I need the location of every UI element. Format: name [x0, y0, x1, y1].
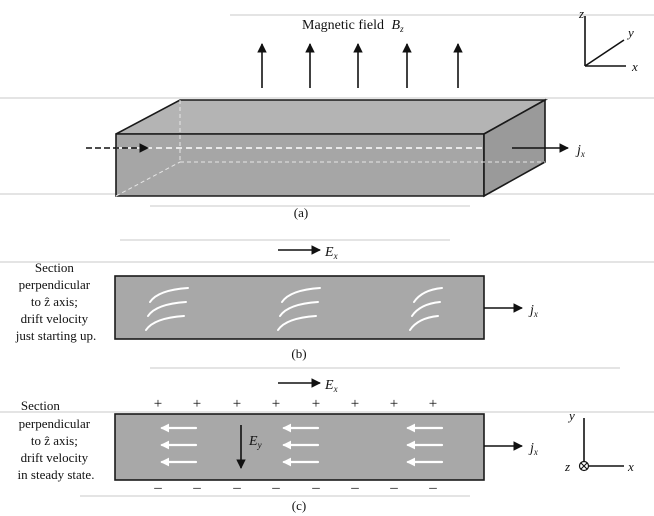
axis-x-label-c: x — [627, 459, 634, 474]
magnetic-field-arrows — [257, 43, 463, 88]
caption-c: (c) — [292, 498, 306, 513]
axis-z-label-c: z — [564, 459, 570, 474]
note-c: Section perpendicular to ẑ axis; drift v… — [18, 398, 95, 482]
minus-charge-5: – — [311, 480, 320, 496]
axis-z-label-a: z — [578, 6, 584, 21]
plus-charge-8: + — [429, 396, 437, 412]
note-b: Section perpendicular to ẑ axis; drift v… — [15, 260, 97, 343]
drift-group-c2 — [282, 423, 320, 467]
section-box-b — [114, 275, 485, 340]
drift-arrows-b — [145, 287, 443, 331]
section-box-c — [114, 413, 485, 481]
drift-group-c3 — [406, 423, 444, 467]
axes-c: y z x — [564, 408, 634, 474]
drift-group-b3 — [409, 287, 443, 331]
axis-y-label-a: y — [626, 25, 634, 40]
minus-charge-2: – — [192, 480, 201, 496]
efield-label-b: Ex — [324, 245, 338, 261]
plus-charge-1: + — [154, 396, 162, 412]
plus-charge-6: + — [351, 396, 359, 412]
drift-arrows-c — [160, 423, 444, 467]
plus-charge-7: + — [390, 396, 398, 412]
axes-a: z y x — [578, 6, 638, 74]
minus-charge-8: – — [428, 480, 437, 496]
minus-charge-1: – — [153, 480, 162, 496]
caption-a: (a) — [294, 205, 308, 220]
ey-label: Ey — [248, 434, 262, 450]
drift-group-b2 — [277, 287, 321, 331]
current-label-b: jx — [528, 303, 538, 319]
conductor-slab — [115, 98, 549, 198]
plus-charges: + + + + + + + + — [154, 396, 437, 412]
minus-charge-3: – — [232, 480, 241, 496]
drift-group-b1 — [145, 287, 189, 331]
panel-b: Ex Section perpendicular to ẑ axis; drif… — [15, 245, 538, 361]
axis-x-label-a: x — [631, 59, 638, 74]
slab-front-face — [115, 133, 485, 197]
current-label-a: jx — [575, 143, 585, 159]
current-label-c: jx — [528, 441, 538, 457]
axis-y-label-c: y — [567, 408, 575, 423]
minus-charge-6: – — [350, 480, 359, 496]
magnetic-field-label: Magnetic field Bz — [302, 18, 404, 34]
minus-charges: – – – – – – – – — [153, 480, 437, 496]
panel-a: Magnetic field Bz jx z y — [86, 6, 638, 220]
plus-charge-3: + — [233, 396, 241, 412]
plus-charge-5: + — [312, 396, 320, 412]
efield-label-c: Ex — [324, 378, 338, 394]
caption-b: (b) — [291, 346, 306, 361]
plus-charge-4: + — [272, 396, 280, 412]
minus-charge-4: – — [271, 480, 280, 496]
panel-c: Ex + + + + + + + + Section perpendicular… — [18, 378, 634, 513]
minus-charge-7: – — [389, 480, 398, 496]
drift-group-c1 — [160, 423, 198, 467]
slab-hidden-edge-3 — [115, 161, 181, 197]
plus-charge-2: + — [193, 396, 201, 412]
